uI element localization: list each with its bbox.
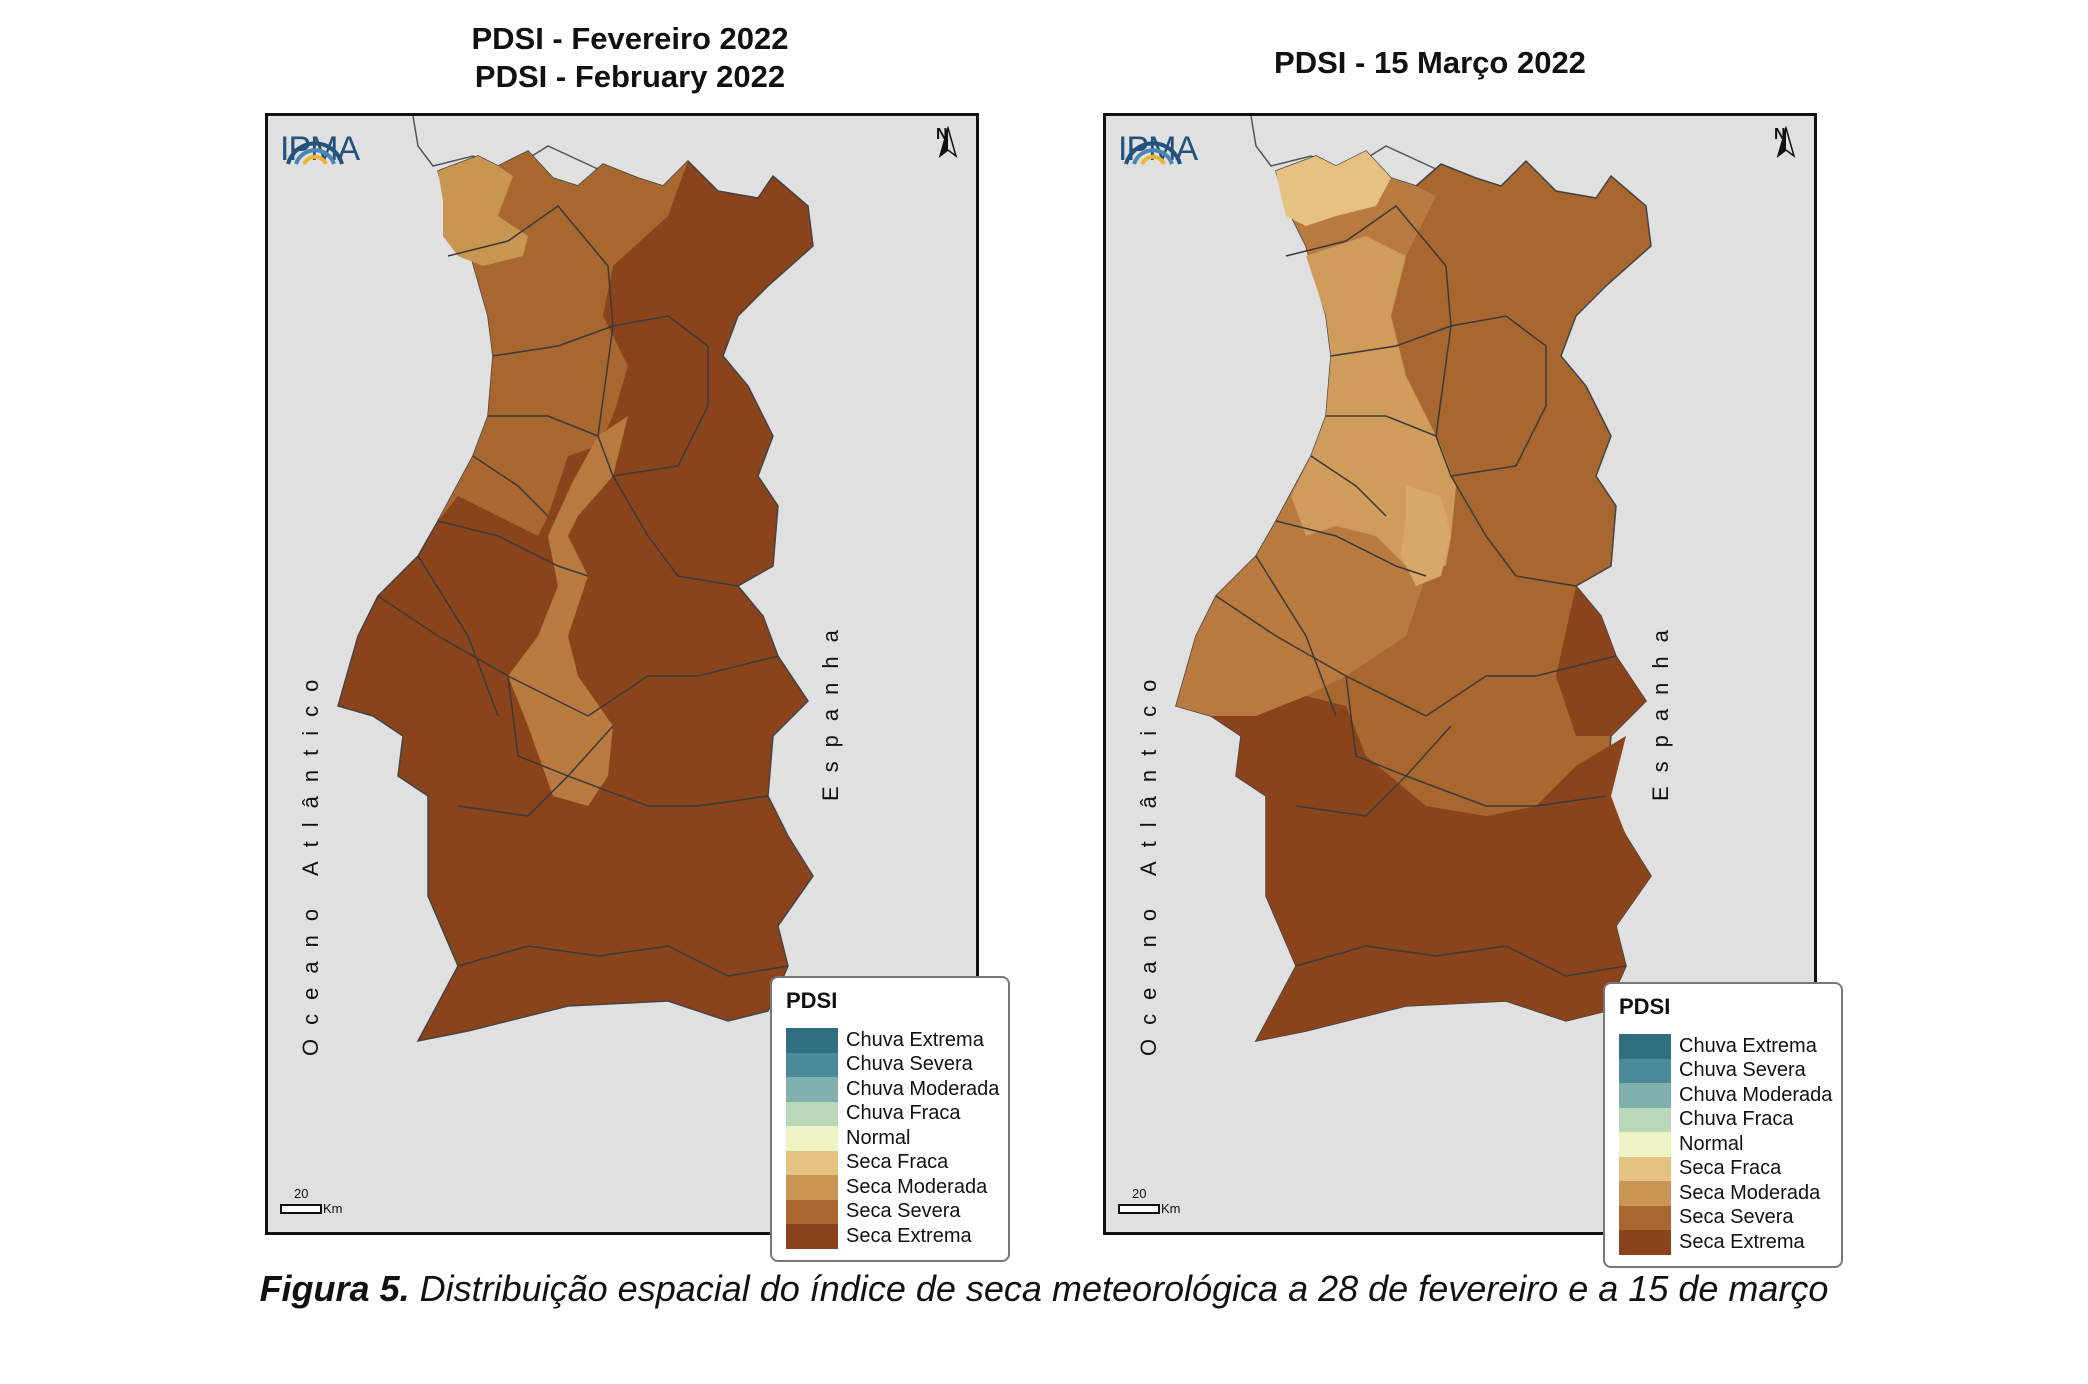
legend-item: Chuva Severa: [1619, 1058, 1827, 1083]
legend-label: Normal: [846, 1126, 911, 1149]
legend-item: Seca Moderada: [1619, 1181, 1827, 1206]
legend-item: Chuva Moderada: [1619, 1083, 1832, 1108]
ocean-label: Oceano Atlântico: [298, 665, 323, 1056]
legend-item: Normal: [1619, 1132, 1827, 1157]
ipma-logo: IPMA: [280, 130, 360, 169]
legend-item: Chuva Extrema: [1619, 1034, 1827, 1059]
legend-swatch: [786, 1101, 838, 1126]
spain-label: Espanha: [1648, 616, 1673, 801]
portugal-map-february: [337, 116, 814, 1043]
legend-swatch: [786, 1052, 838, 1077]
scale-value: 20: [1132, 1186, 1147, 1201]
legend-swatch: [786, 1126, 838, 1151]
legend-label: Seca Extrema: [846, 1224, 972, 1247]
legend-item: Chuva Fraca: [786, 1101, 994, 1126]
scale-unit: Km: [323, 1201, 343, 1216]
legend-label: Seca Severa: [1679, 1206, 1794, 1229]
legend-swatch: [1619, 1156, 1671, 1181]
legend-swatch: [786, 1077, 838, 1102]
legend-label: Seca Fraca: [1679, 1157, 1782, 1180]
legend-label: Seca Fraca: [846, 1151, 949, 1174]
legend-swatch: [1619, 1181, 1671, 1206]
scale-bar: 20 Km: [1118, 1186, 1181, 1216]
map-title-february: PDSI - Fevereiro 2022 PDSI - February 20…: [330, 20, 930, 96]
legend-swatch: [1619, 1132, 1671, 1157]
legend-swatch: [786, 1224, 838, 1249]
legend-swatch: [1619, 1034, 1671, 1059]
legend-label: Chuva Moderada: [846, 1077, 1000, 1100]
legend-item: Seca Extrema: [786, 1224, 994, 1249]
legend-item: Seca Fraca: [1619, 1156, 1827, 1181]
legend-item: Seca Severa: [1619, 1205, 1827, 1230]
legend-title: PDSI: [1619, 994, 1671, 1019]
map-title-march: PDSI - 15 Março 2022: [1130, 44, 1730, 82]
legend-swatch: [786, 1175, 838, 1200]
legend-label: Chuva Severa: [1679, 1059, 1806, 1082]
caption-text: Distribuição espacial do índice de seca …: [409, 1268, 1829, 1309]
north-arrow-icon: [1776, 126, 1796, 158]
north-arrow: N: [1774, 126, 1796, 158]
legend-label: Seca Extrema: [1679, 1230, 1805, 1253]
legend-swatch: [1619, 1230, 1671, 1255]
scale-value: 20: [294, 1186, 309, 1201]
spain-label: Espanha: [818, 616, 843, 801]
legend-label: Chuva Extrema: [1679, 1034, 1817, 1057]
map-title-line1: PDSI - 15 Março 2022: [1274, 45, 1586, 80]
north-arrow: N: [936, 126, 958, 158]
north-label: N: [936, 126, 948, 143]
legend-label: Chuva Fraca: [1679, 1108, 1794, 1131]
map-title-line2: PDSI - February 2022: [474, 59, 786, 94]
legend-label: Chuva Extrema: [846, 1028, 984, 1051]
scale-unit: Km: [1161, 1201, 1181, 1216]
scale-bar-graphic: [280, 1203, 322, 1214]
north-arrow-icon: [938, 126, 958, 158]
portugal-map-march: [1175, 116, 1652, 1043]
legend-item: Chuva Extrema: [786, 1028, 994, 1053]
legend-label: Seca Severa: [846, 1200, 961, 1223]
legend-swatch: [1619, 1107, 1671, 1132]
ocean-label: Oceano Atlântico: [1136, 665, 1161, 1056]
map-title-line1: PDSI - Fevereiro 2022: [471, 21, 789, 56]
legend-item: Chuva Fraca: [1619, 1107, 1827, 1132]
scale-bar-graphic: [1118, 1203, 1160, 1214]
legend-label: Seca Moderada: [846, 1175, 988, 1198]
legend-list: Chuva Extrema Chuva Severa Chuva Moderada C…: [1619, 1034, 1832, 1255]
north-label: N: [1774, 126, 1786, 143]
ipma-arc-icon: [1124, 141, 1182, 165]
legend-swatch: [1619, 1205, 1671, 1230]
legend-item: Normal: [786, 1126, 994, 1151]
ipma-arc-icon: [286, 141, 344, 165]
legend-item: Chuva Severa: [786, 1052, 994, 1077]
legend-february: PDSI Chuva Extrema Chuva Severa Chuva Mode…: [770, 976, 1010, 1262]
legend-swatch: [1619, 1083, 1671, 1108]
legend-title: PDSI: [786, 988, 838, 1013]
ipma-logo: IPMA: [1118, 130, 1198, 169]
legend-swatch: [786, 1199, 838, 1224]
legend-label: Normal: [1679, 1132, 1744, 1155]
legend-item: Seca Severa: [786, 1199, 994, 1224]
legend-label: Chuva Fraca: [846, 1102, 961, 1125]
legend-swatch: [786, 1150, 838, 1175]
legend-item: Seca Fraca: [786, 1150, 994, 1175]
caption-label: Figura 5.: [259, 1268, 410, 1309]
legend-label: Chuva Severa: [846, 1053, 973, 1076]
legend-list: Chuva Extrema Chuva Severa Chuva Moderada C…: [786, 1028, 999, 1249]
legend-label: Chuva Moderada: [1679, 1083, 1833, 1106]
legend-item: Seca Moderada: [786, 1175, 994, 1200]
legend-march: PDSI Chuva Extrema Chuva Severa Chuva Mode…: [1603, 982, 1843, 1268]
map-february: IPMA N Oceano Atlântico Espanha 20 Km: [265, 113, 979, 1235]
legend-item: Chuva Moderada: [786, 1077, 999, 1102]
legend-swatch: [786, 1028, 838, 1053]
legend-label: Seca Moderada: [1679, 1181, 1821, 1204]
legend-item: Seca Extrema: [1619, 1230, 1827, 1255]
figure-caption: Figura 5. Distribuição espacial do índic…: [0, 1268, 2088, 1310]
legend-swatch: [1619, 1058, 1671, 1083]
scale-bar: 20 Km: [280, 1186, 343, 1216]
